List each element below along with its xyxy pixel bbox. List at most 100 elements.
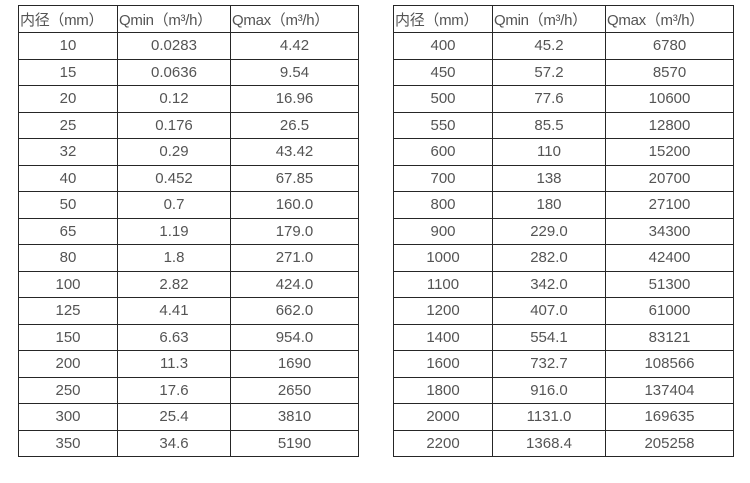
table-cell: 205258 <box>605 429 734 457</box>
table-cell: 1131.0 <box>492 403 606 431</box>
table-cell: 6780 <box>605 32 734 60</box>
table-cell: 0.29 <box>117 138 231 166</box>
table-row: 100 2.82 424.0 <box>18 270 359 298</box>
table-cell: 300 <box>18 403 118 431</box>
table-cell: 700 <box>393 164 493 192</box>
table-cell: 137404 <box>605 376 734 404</box>
table-row: 1400 554.1 83121 <box>393 323 734 351</box>
table-cell: 4.42 <box>230 32 359 60</box>
table-cell: 229.0 <box>492 217 606 245</box>
table-row: 450 57.2 8570 <box>393 58 734 86</box>
table-cell: 16.96 <box>230 85 359 113</box>
table-cell: 2650 <box>230 376 359 404</box>
table-row: 800 180 27100 <box>393 191 734 219</box>
table-cell: 0.0283 <box>117 32 231 60</box>
table-cell: 2.82 <box>117 270 231 298</box>
table-cell: 1800 <box>393 376 493 404</box>
table-cell: 108566 <box>605 350 734 378</box>
table-cell: 954.0 <box>230 323 359 351</box>
table-cell: 32 <box>18 138 118 166</box>
table-row: 350 34.6 5190 <box>18 429 359 457</box>
table-row: 400 45.2 6780 <box>393 32 734 60</box>
table-row: 2000 1131.0 169635 <box>393 403 734 431</box>
table-cell: 20 <box>18 85 118 113</box>
table-row: 2200 1368.4 205258 <box>393 429 734 457</box>
table-row: 150 6.63 954.0 <box>18 323 359 351</box>
table-cell: 180 <box>492 191 606 219</box>
column-header-qmax: Qmax（m³/h） <box>605 5 734 33</box>
table-cell: 550 <box>393 111 493 139</box>
table-row: 80 1.8 271.0 <box>18 244 359 272</box>
table-cell: 17.6 <box>117 376 231 404</box>
table-row: 300 25.4 3810 <box>18 403 359 431</box>
table-cell: 40 <box>18 164 118 192</box>
table-cell: 50 <box>18 191 118 219</box>
table-row: 32 0.29 43.42 <box>18 138 359 166</box>
table-cell: 4.41 <box>117 297 231 325</box>
table-cell: 0.452 <box>117 164 231 192</box>
table-row: 25 0.176 26.5 <box>18 111 359 139</box>
table-cell: 1100 <box>393 270 493 298</box>
flow-rate-tables: 内径（mm） Qmin（m³/h） Qmax（m³/h） 10 0.0283 4.4… <box>18 5 734 457</box>
table-cell: 5190 <box>230 429 359 457</box>
table-cell: 179.0 <box>230 217 359 245</box>
table-cell: 800 <box>393 191 493 219</box>
table-cell: 42400 <box>605 244 734 272</box>
table-cell: 15200 <box>605 138 734 166</box>
table-cell: 169635 <box>605 403 734 431</box>
table-cell: 1600 <box>393 350 493 378</box>
table-cell: 77.6 <box>492 85 606 113</box>
table-cell: 8570 <box>605 58 734 86</box>
column-header-inner-diameter: 内径（mm） <box>393 5 493 33</box>
table-cell: 100 <box>18 270 118 298</box>
table-cell: 900 <box>393 217 493 245</box>
column-header-qmax: Qmax（m³/h） <box>230 5 359 33</box>
table-cell: 1000 <box>393 244 493 272</box>
table-cell: 9.54 <box>230 58 359 86</box>
table-cell: 282.0 <box>492 244 606 272</box>
table-row: 1800 916.0 137404 <box>393 376 734 404</box>
column-header-qmin: Qmin（m³/h） <box>117 5 231 33</box>
table-cell: 43.42 <box>230 138 359 166</box>
table-row: 250 17.6 2650 <box>18 376 359 404</box>
table-cell: 10 <box>18 32 118 60</box>
table-cell: 2000 <box>393 403 493 431</box>
table-cell: 110 <box>492 138 606 166</box>
table-cell: 1368.4 <box>492 429 606 457</box>
table-cell: 10600 <box>605 85 734 113</box>
table-cell: 271.0 <box>230 244 359 272</box>
table-cell: 20700 <box>605 164 734 192</box>
table-row: 550 85.5 12800 <box>393 111 734 139</box>
column-header-inner-diameter: 内径（mm） <box>18 5 118 33</box>
table-row: 1100 342.0 51300 <box>393 270 734 298</box>
table-cell: 916.0 <box>492 376 606 404</box>
table-row: 1600 732.7 108566 <box>393 350 734 378</box>
table-row: 20 0.12 16.96 <box>18 85 359 113</box>
table-row: 700 138 20700 <box>393 164 734 192</box>
table-cell: 12800 <box>605 111 734 139</box>
column-header-qmin: Qmin（m³/h） <box>492 5 606 33</box>
table-row: 65 1.19 179.0 <box>18 217 359 245</box>
table-cell: 1.19 <box>117 217 231 245</box>
table-cell: 80 <box>18 244 118 272</box>
table-body: 400 45.2 6780 450 57.2 8570 500 77.6 10600 550 85.… <box>393 32 734 457</box>
table-cell: 407.0 <box>492 297 606 325</box>
table-row: 200 11.3 1690 <box>18 350 359 378</box>
table-cell: 554.1 <box>492 323 606 351</box>
table-cell: 57.2 <box>492 58 606 86</box>
table-cell: 45.2 <box>492 32 606 60</box>
table-row: 600 110 15200 <box>393 138 734 166</box>
table-cell: 11.3 <box>117 350 231 378</box>
table-cell: 600 <box>393 138 493 166</box>
table-cell: 25.4 <box>117 403 231 431</box>
table-cell: 0.12 <box>117 85 231 113</box>
table-row: 50 0.7 160.0 <box>18 191 359 219</box>
table-row: 125 4.41 662.0 <box>18 297 359 325</box>
table-cell: 1200 <box>393 297 493 325</box>
table-cell: 27100 <box>605 191 734 219</box>
table-row: 40 0.452 67.85 <box>18 164 359 192</box>
table-cell: 85.5 <box>492 111 606 139</box>
table-cell: 200 <box>18 350 118 378</box>
table-cell: 34300 <box>605 217 734 245</box>
table-cell: 51300 <box>605 270 734 298</box>
